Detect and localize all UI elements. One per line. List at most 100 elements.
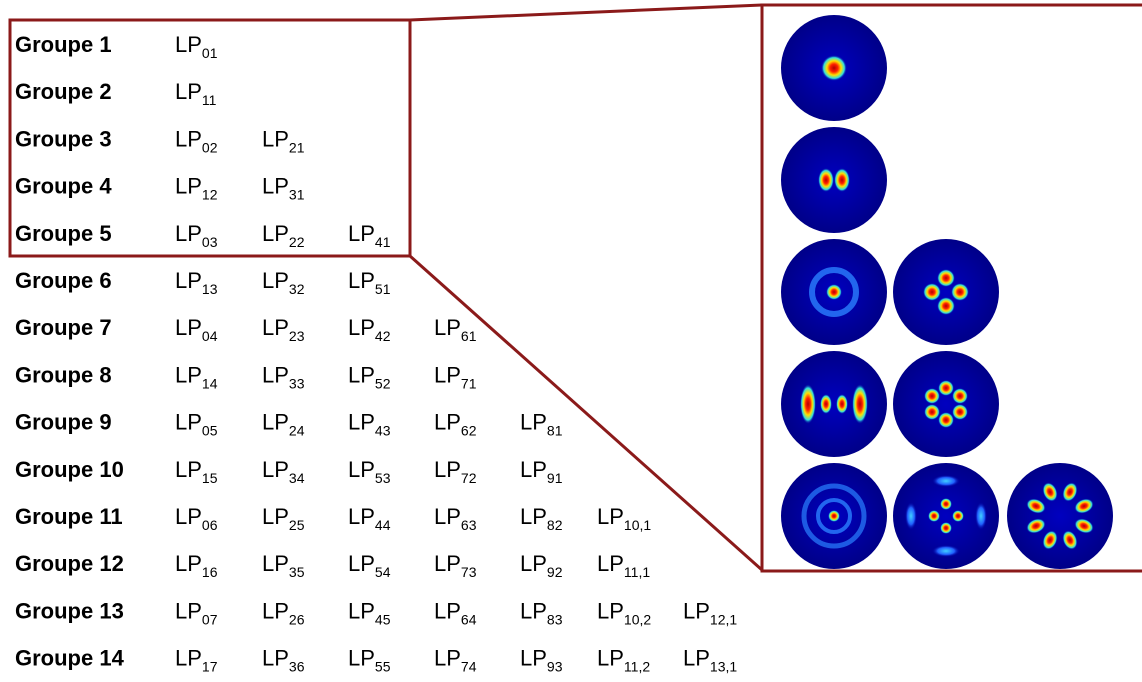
mode-index: 32 — [289, 281, 305, 297]
mode-index: 81 — [547, 423, 563, 439]
mode-index: 10,2 — [624, 611, 651, 627]
mode-main: LP — [683, 598, 710, 623]
mode-main: LP — [434, 646, 461, 671]
mode-name: LP15 — [175, 457, 218, 486]
group-label: Groupe 6 — [15, 268, 112, 293]
mode-name: LP92 — [520, 551, 563, 580]
mode-name: LP71 — [434, 362, 477, 391]
mode-index: 61 — [461, 328, 477, 344]
group-label: Groupe 13 — [15, 598, 124, 623]
mode-index: 11,2 — [624, 659, 650, 675]
group-label: Groupe 7 — [15, 315, 112, 340]
mode-main: LP — [520, 551, 547, 576]
mode-main: LP — [348, 646, 375, 671]
mode-index: 54 — [375, 564, 391, 580]
mode-index: 83 — [547, 611, 563, 627]
mode-main: LP — [175, 79, 202, 104]
mode-main: LP — [597, 646, 624, 671]
mode-index: 13,1 — [710, 659, 737, 675]
mode-main: LP — [434, 457, 461, 482]
mode-index: 92 — [547, 564, 563, 580]
mode-main: LP — [262, 362, 289, 387]
mode-name: LP12,1 — [683, 598, 737, 627]
mode-index: 04 — [202, 328, 218, 344]
mode-name: LP82 — [520, 504, 563, 533]
mode-main: LP — [175, 457, 202, 482]
mode-index: 42 — [375, 328, 391, 344]
mode-main: LP — [262, 315, 289, 340]
mode-main: LP — [175, 410, 202, 435]
mode-main: LP — [262, 598, 289, 623]
mode-name: LP81 — [520, 410, 563, 439]
group-label: Groupe 14 — [15, 646, 125, 671]
mode-name: LP07 — [175, 598, 218, 627]
mode-name: LP25 — [262, 504, 305, 533]
mode-main: LP — [348, 598, 375, 623]
group-label: Groupe 4 — [15, 174, 112, 199]
mode-index: 55 — [375, 659, 391, 675]
mode-index: 10,1 — [624, 517, 651, 533]
mode-main: LP — [175, 598, 202, 623]
mode-index: 12,1 — [710, 611, 737, 627]
mode-name: LP55 — [348, 646, 391, 675]
mode-name: LP10,1 — [597, 504, 651, 533]
mode-main: LP — [434, 551, 461, 576]
mode-index: 63 — [461, 517, 477, 533]
mode-name: LP52 — [348, 362, 391, 391]
mode-main: LP — [520, 598, 547, 623]
mode-main: LP — [597, 598, 624, 623]
mode-index: 07 — [202, 611, 218, 627]
mode-index: 06 — [202, 517, 218, 533]
mode-name: LP41 — [348, 221, 391, 250]
mode-index: 74 — [461, 659, 477, 675]
mode-name: LP53 — [348, 457, 391, 486]
mode-name: LP06 — [175, 504, 218, 533]
mode-name: LP74 — [434, 646, 477, 675]
group-label: Groupe 8 — [15, 362, 112, 387]
lobe — [1062, 482, 1078, 502]
mode-name: LP61 — [434, 315, 477, 344]
mode-index: 11,1 — [624, 564, 650, 580]
mode-index: 93 — [547, 659, 563, 675]
mode-index: 62 — [461, 423, 477, 439]
mode-index: 16 — [202, 564, 218, 580]
mode-main: LP — [348, 221, 375, 246]
mode-index: 53 — [375, 470, 391, 486]
mode-main: LP — [434, 315, 461, 340]
mode-name: LP02 — [175, 126, 218, 155]
mode-main: LP — [597, 504, 624, 529]
group-label: Groupe 9 — [15, 410, 112, 435]
mode-name: LP17 — [175, 646, 218, 675]
mode-index: 26 — [289, 611, 305, 627]
mode-main: LP — [434, 362, 461, 387]
mode-name: LP72 — [434, 457, 477, 486]
mode-index: 82 — [547, 517, 563, 533]
mode-index: 91 — [547, 470, 563, 486]
mode-index: 44 — [375, 517, 391, 533]
mode-index: 71 — [461, 375, 477, 391]
mode-name: LP10,2 — [597, 598, 651, 627]
mode-main: LP — [597, 551, 624, 576]
mode-index: 17 — [202, 659, 218, 675]
mode-name: LP14 — [175, 362, 218, 391]
mode-index: 25 — [289, 517, 305, 533]
mode-name: LP36 — [262, 646, 305, 675]
mode-name: LP32 — [262, 268, 305, 297]
mode-index: 72 — [461, 470, 477, 486]
group-label: Groupe 12 — [15, 551, 124, 576]
mode-index: 35 — [289, 564, 305, 580]
mode-name: LP43 — [348, 410, 391, 439]
mode-main: LP — [175, 268, 202, 293]
mode-main: LP — [175, 315, 202, 340]
mode-main: LP — [262, 410, 289, 435]
lobe — [1042, 482, 1058, 502]
mode-main: LP — [175, 126, 202, 151]
mode-name: LP91 — [520, 457, 563, 486]
mode-name: LP11 — [175, 79, 217, 108]
group-label: Groupe 11 — [15, 504, 123, 529]
mode-main: LP — [348, 504, 375, 529]
mode-name: LP62 — [434, 410, 477, 439]
mode-main: LP — [348, 551, 375, 576]
